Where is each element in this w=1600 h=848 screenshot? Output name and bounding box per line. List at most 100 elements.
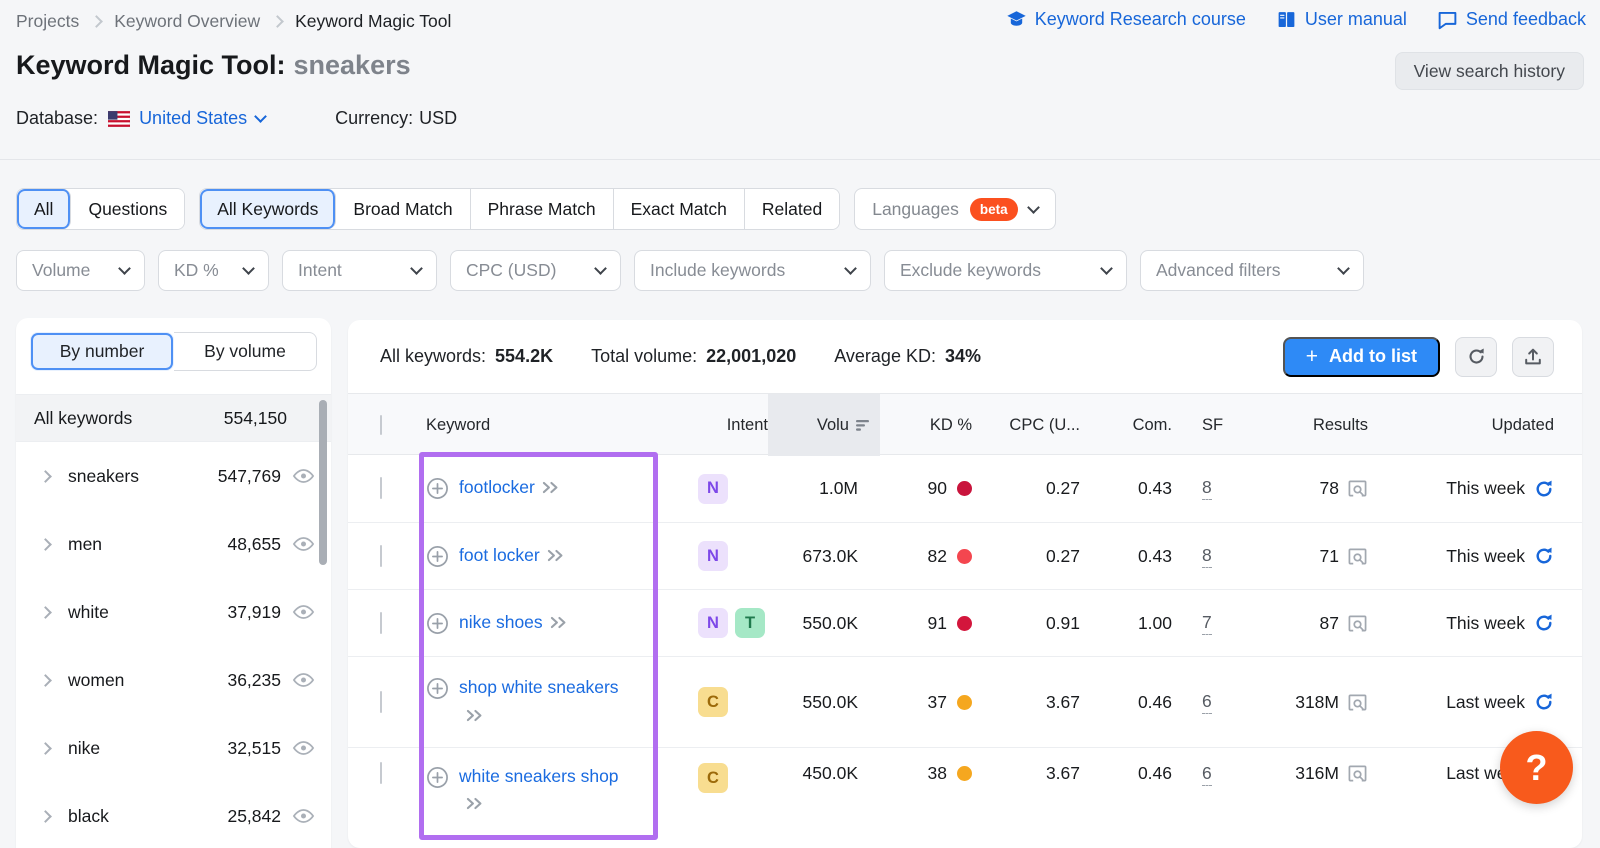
advanced-filters-dropdown[interactable]: Advanced filters — [1140, 250, 1364, 291]
serp-icon[interactable] — [1347, 614, 1368, 633]
updated-value: This week — [1446, 478, 1525, 498]
keyword-link[interactable]: foot locker — [459, 544, 540, 565]
send-feedback-link[interactable]: Send feedback — [1437, 9, 1586, 30]
all-keywords-group[interactable]: All keywords 554,150 — [16, 394, 331, 442]
column-intent[interactable]: Intent — [726, 415, 768, 434]
tab-broad-match[interactable]: Broad Match — [336, 189, 471, 229]
sidebar-sort-tabs: By number By volume — [30, 332, 317, 371]
sf-value[interactable]: 8 — [1202, 545, 1212, 568]
chevron-right-icon — [39, 469, 52, 483]
sidebar-group-white[interactable]: white 37,919 — [16, 578, 331, 646]
tab-all[interactable]: All — [17, 189, 72, 229]
double-chevron-icon[interactable] — [465, 704, 484, 730]
column-volume[interactable]: Volu — [768, 394, 880, 456]
view-search-history-button[interactable]: View search history — [1394, 52, 1584, 90]
languages-dropdown[interactable]: Languages beta — [854, 188, 1056, 230]
group-count: 547,769 — [217, 465, 281, 486]
breadcrumb-keyword-overview[interactable]: Keyword Overview — [114, 11, 261, 31]
column-com[interactable]: Com. — [1132, 415, 1172, 434]
updated-value: This week — [1446, 545, 1525, 566]
group-count: 36,235 — [227, 669, 281, 690]
exclude-keywords-dropdown[interactable]: Exclude keywords — [884, 250, 1127, 291]
help-button[interactable]: ? — [1500, 731, 1573, 804]
row-checkbox[interactable] — [380, 477, 382, 499]
group-count: 37,919 — [227, 601, 281, 622]
row-checkbox[interactable] — [380, 544, 382, 567]
plus-circle-icon[interactable] — [426, 545, 449, 568]
tab-phrase-match[interactable]: Phrase Match — [470, 189, 614, 229]
row-checkbox[interactable] — [380, 762, 382, 784]
column-keyword[interactable]: Keyword — [426, 415, 491, 434]
column-sf[interactable]: SF — [1202, 415, 1224, 434]
double-chevron-icon[interactable] — [465, 792, 484, 818]
sidebar-group-women[interactable]: women 36,235 — [16, 646, 331, 714]
tab-by-volume[interactable]: By volume — [174, 332, 317, 371]
tab-related[interactable]: Related — [744, 189, 840, 229]
serp-icon[interactable] — [1347, 764, 1368, 783]
sf-value[interactable]: 6 — [1202, 763, 1212, 786]
column-kd[interactable]: KD % — [929, 415, 972, 434]
plus-circle-icon[interactable] — [426, 612, 449, 635]
eye-icon[interactable] — [292, 807, 315, 825]
row-checkbox[interactable] — [380, 611, 382, 634]
sf-value[interactable]: 8 — [1202, 477, 1212, 500]
export-button[interactable] — [1512, 336, 1554, 377]
tab-by-number[interactable]: By number — [30, 332, 174, 371]
database-selector[interactable]: United States — [139, 108, 267, 129]
sidebar-group-men[interactable]: men 48,655 — [16, 510, 331, 578]
refresh-icon[interactable] — [1534, 692, 1554, 712]
serp-icon[interactable] — [1347, 479, 1368, 498]
intent-filter-dropdown[interactable]: Intent — [282, 250, 437, 291]
sidebar-group-nike[interactable]: nike 32,515 — [16, 714, 331, 782]
eye-icon[interactable] — [292, 603, 315, 621]
kd-dot — [957, 615, 972, 631]
eye-icon[interactable] — [292, 671, 315, 689]
table-header: Keyword Intent Volu KD % CPC (U... Com. … — [348, 393, 1582, 456]
refresh-table-button[interactable] — [1455, 336, 1497, 377]
keyword-link[interactable]: shop white sneakers — [459, 677, 619, 698]
select-all-checkbox[interactable] — [380, 414, 382, 435]
sf-value[interactable]: 7 — [1202, 612, 1212, 635]
refresh-icon[interactable] — [1534, 613, 1554, 633]
keyword-link[interactable]: white sneakers shop — [459, 766, 619, 786]
table-row: shop white sneakers C 550.0K 37 3.67 0.4… — [348, 657, 1582, 748]
double-chevron-icon[interactable] — [546, 544, 565, 570]
tab-all-keywords[interactable]: All Keywords — [200, 189, 337, 229]
sidebar-group-black[interactable]: black 25,842 — [16, 782, 331, 848]
group-count: 48,655 — [227, 533, 281, 554]
double-chevron-icon[interactable] — [541, 476, 560, 502]
table-row: footlocker N 1.0M 90 0.27 0.43 8 78 This… — [348, 455, 1582, 523]
tab-exact-match[interactable]: Exact Match — [613, 189, 745, 229]
kd-filter-dropdown[interactable]: KD % — [158, 250, 269, 291]
row-checkbox[interactable] — [380, 690, 382, 713]
tab-questions[interactable]: Questions — [71, 189, 185, 229]
sf-value[interactable]: 6 — [1202, 691, 1212, 714]
plus-circle-icon[interactable] — [426, 477, 449, 500]
refresh-icon[interactable] — [1534, 546, 1554, 566]
add-to-list-button[interactable]: + Add to list — [1282, 336, 1440, 377]
plus-circle-icon[interactable] — [426, 677, 449, 700]
keyword-research-course-link[interactable]: Keyword Research course — [1006, 9, 1246, 30]
eye-icon[interactable] — [292, 535, 315, 553]
stat-all-keywords: All keywords: 554.2K — [380, 346, 554, 366]
eye-icon[interactable] — [292, 467, 315, 485]
cpc-filter-dropdown[interactable]: CPC (USD) — [450, 250, 621, 291]
keyword-link[interactable]: footlocker — [459, 477, 535, 498]
serp-icon[interactable] — [1347, 693, 1368, 712]
include-keywords-dropdown[interactable]: Include keywords — [634, 250, 871, 291]
refresh-icon[interactable] — [1534, 479, 1554, 499]
column-cpc[interactable]: CPC (U... — [1009, 415, 1080, 434]
eye-icon[interactable] — [292, 739, 315, 757]
column-updated[interactable]: Updated — [1491, 415, 1554, 434]
user-manual-link[interactable]: User manual — [1276, 9, 1407, 30]
stat-average-kd: Average KD: 34% — [834, 346, 981, 366]
column-results[interactable]: Results — [1312, 415, 1368, 434]
serp-icon[interactable] — [1347, 547, 1368, 566]
plus-circle-icon[interactable] — [426, 766, 449, 789]
volume-filter-dropdown[interactable]: Volume — [16, 250, 145, 291]
sidebar-group-sneakers[interactable]: sneakers 547,769 — [16, 442, 331, 510]
breadcrumb-projects[interactable]: Projects — [16, 11, 80, 31]
sidebar-scrollbar[interactable] — [319, 400, 327, 565]
keyword-link[interactable]: nike shoes — [459, 611, 543, 632]
double-chevron-icon[interactable] — [549, 611, 568, 637]
